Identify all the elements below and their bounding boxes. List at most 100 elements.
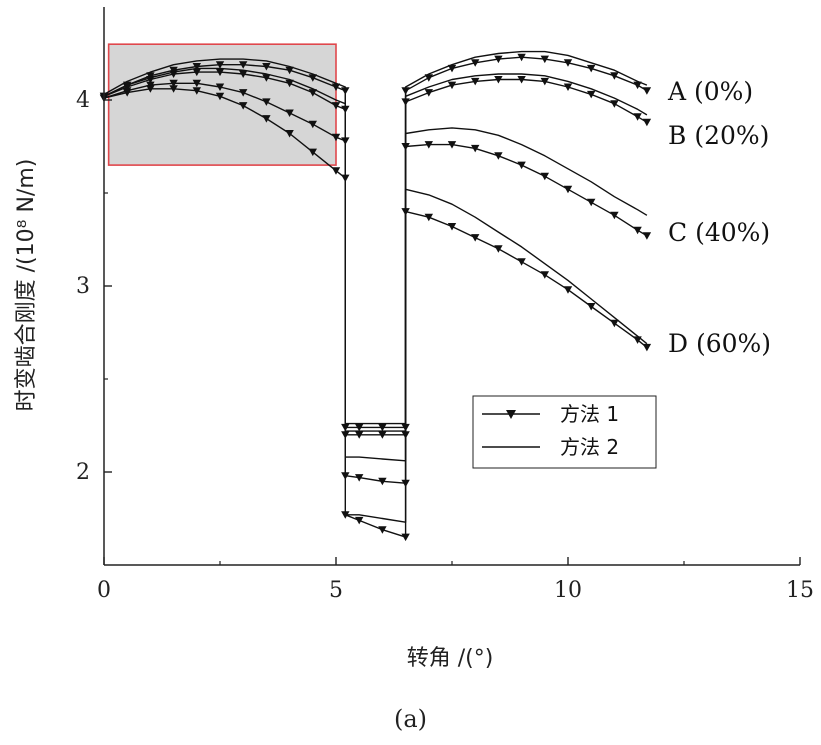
y-axis-title: 时变啮合刚度 /(10⁸ N/m) bbox=[14, 159, 39, 412]
series-line-method1-c bbox=[103, 82, 648, 484]
data-point-method1-c bbox=[331, 133, 341, 142]
data-point-method1-b bbox=[563, 83, 573, 91]
x-tick-label: 0 bbox=[97, 578, 111, 603]
data-point-method1-d bbox=[517, 258, 526, 266]
data-point-method1-a bbox=[378, 423, 387, 432]
data-point-method1-c bbox=[308, 120, 317, 129]
data-point-method1-a bbox=[633, 81, 642, 90]
curve-label-b: B (20%) bbox=[668, 121, 769, 150]
data-point-method1-c bbox=[633, 226, 642, 235]
data-point-method1-d bbox=[540, 271, 549, 279]
data-point-method1-d bbox=[239, 102, 248, 110]
data-point-method1-c bbox=[494, 152, 503, 160]
data-point-method1-d bbox=[494, 245, 503, 253]
data-point-method1-a bbox=[285, 66, 294, 75]
data-point-method1-b bbox=[517, 76, 526, 84]
data-point-method1-a bbox=[540, 55, 549, 64]
data-point-method1-d bbox=[123, 89, 132, 97]
stiffness-chart: 2 3 4 0 5 10 15 转角 /(°) 时变啮合刚度 /(10⁸ N/m… bbox=[14, 7, 814, 671]
data-point-method1-b bbox=[494, 76, 503, 84]
data-point-method1-a bbox=[494, 55, 503, 64]
data-point-method1-c bbox=[471, 144, 480, 153]
data-point-method1-c bbox=[192, 79, 201, 88]
curve-label-d: D (60%) bbox=[668, 329, 771, 358]
data-point-method1-c bbox=[610, 211, 619, 220]
data-point-method1-b bbox=[192, 68, 201, 77]
data-point-method1-b bbox=[262, 74, 271, 82]
data-point-method1-d bbox=[262, 115, 271, 123]
series-line-method2-b bbox=[103, 67, 648, 432]
series-line-method2-c bbox=[345, 127, 648, 462]
data-point-method1-b bbox=[331, 102, 341, 110]
data-point-method1-b bbox=[587, 90, 596, 99]
data-point-method1-c bbox=[239, 89, 248, 97]
series-layer bbox=[99, 50, 652, 542]
x-axis-title: 转角 /(°) bbox=[407, 646, 494, 671]
y-tick-label: 2 bbox=[76, 460, 90, 485]
data-point-method1-d bbox=[563, 286, 573, 294]
data-point-method1-b bbox=[378, 431, 387, 439]
data-point-method1-d bbox=[192, 87, 201, 95]
data-point-method1-d bbox=[331, 167, 341, 175]
legend: 方法 1 方法 2 bbox=[472, 395, 657, 469]
legend-marker-method1 bbox=[506, 410, 516, 419]
data-point-method1-b bbox=[540, 77, 549, 86]
data-point-method1-a bbox=[239, 61, 248, 69]
data-point-method1-a bbox=[169, 66, 178, 75]
data-point-method1-c bbox=[424, 141, 433, 149]
data-point-method1-b bbox=[355, 431, 364, 439]
legend-box bbox=[472, 395, 657, 469]
y-tick-label: 3 bbox=[76, 274, 90, 299]
data-point-method1-a bbox=[642, 87, 652, 95]
data-point-method1-b bbox=[285, 79, 294, 88]
data-point-method1-a bbox=[308, 74, 317, 82]
data-point-method1-b bbox=[215, 68, 225, 77]
data-point-method1-a bbox=[471, 59, 480, 67]
data-point-method1-d bbox=[355, 516, 364, 525]
data-point-method1-a bbox=[447, 64, 457, 73]
x-tick-label: 5 bbox=[329, 578, 343, 603]
data-point-method1-c bbox=[378, 477, 387, 486]
data-point-method1-d bbox=[587, 303, 596, 311]
legend-label-method1: 方法 1 bbox=[560, 402, 619, 426]
series-line-method1-b bbox=[103, 71, 648, 436]
data-point-method1-c bbox=[540, 172, 549, 181]
data-point-method1-c bbox=[517, 161, 526, 170]
data-point-method1-a bbox=[215, 61, 225, 69]
data-point-method1-d bbox=[378, 526, 387, 534]
data-point-method1-b bbox=[642, 118, 652, 127]
x-tick-label: 10 bbox=[554, 578, 582, 603]
data-point-method1-a bbox=[610, 72, 619, 80]
data-point-method1-c bbox=[285, 109, 294, 117]
data-point-method1-b bbox=[424, 89, 433, 97]
data-point-method1-d bbox=[610, 319, 619, 328]
y-tick-label: 4 bbox=[76, 88, 90, 113]
data-point-method1-b bbox=[447, 81, 457, 90]
data-point-method1-a bbox=[563, 59, 573, 67]
series-line-method2-d bbox=[345, 188, 648, 523]
data-point-method1-a bbox=[331, 83, 341, 91]
data-point-method1-b bbox=[308, 89, 317, 97]
x-tick-label: 15 bbox=[786, 578, 814, 603]
data-point-method1-c bbox=[262, 98, 271, 106]
curve-label-c: C (40%) bbox=[668, 218, 770, 247]
data-point-method1-d bbox=[146, 85, 155, 93]
data-point-method1-d bbox=[215, 92, 225, 101]
data-point-method1-a bbox=[262, 63, 271, 71]
data-point-method1-d bbox=[401, 533, 410, 542]
data-point-method1-c bbox=[169, 79, 178, 88]
tick-layer bbox=[103, 99, 801, 565]
data-point-method1-a bbox=[517, 53, 526, 62]
data-point-method1-a bbox=[587, 64, 596, 73]
data-point-method1-c bbox=[355, 474, 364, 482]
data-point-method1-d bbox=[308, 148, 317, 157]
data-point-method1-d bbox=[642, 343, 652, 352]
data-point-method1-b bbox=[239, 70, 248, 78]
series-line-method1-d bbox=[103, 88, 648, 538]
data-point-method1-a bbox=[424, 74, 433, 82]
data-point-method1-c bbox=[563, 185, 573, 194]
data-point-method1-c bbox=[215, 83, 225, 91]
data-point-method1-c bbox=[587, 198, 596, 207]
series-line-method2-a bbox=[103, 50, 648, 425]
figure-caption: (a) bbox=[393, 705, 428, 733]
